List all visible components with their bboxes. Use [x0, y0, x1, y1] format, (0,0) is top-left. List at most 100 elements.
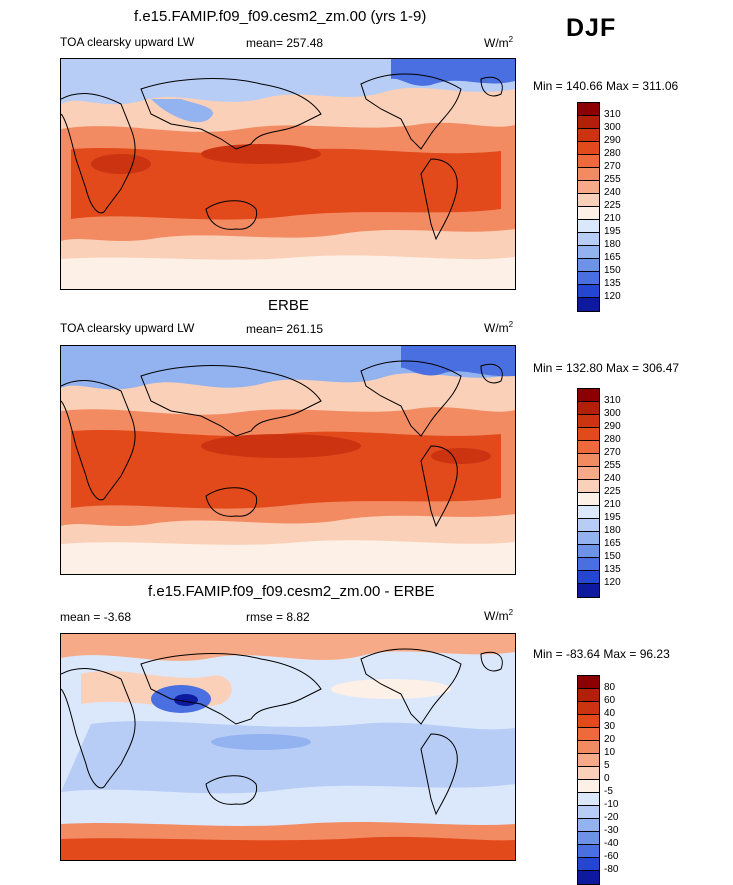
colorbar-tick-label: 150	[604, 265, 621, 276]
colorbar-cell	[578, 207, 599, 220]
colorbar-cell	[578, 103, 599, 116]
colorbar-tick-label: 60	[604, 695, 616, 706]
colorbar: 310 300 290 280 270 255 240 225 210 195 180 165 150 1…	[577, 388, 621, 598]
colorbar-cell	[578, 428, 599, 441]
colorbar-tick-label: 255	[604, 460, 621, 471]
units-label: W/m2	[484, 35, 514, 50]
mean-label: mean= 257.48	[246, 36, 324, 50]
colorbar-cell	[578, 233, 599, 246]
colorbar-cell	[578, 441, 599, 454]
colorbar-cell	[578, 728, 599, 741]
colorbar-tick-label: 195	[604, 512, 621, 523]
colorbar-tick-label: 280	[604, 434, 621, 445]
mean-label: mean = -3.68	[60, 610, 132, 624]
colorbar-cell	[578, 780, 599, 793]
colorbar-tick-label: 270	[604, 161, 621, 172]
colorbar-tick-label: 290	[604, 421, 621, 432]
colorbar-cell	[578, 129, 599, 142]
colorbar-cell	[578, 858, 599, 871]
colorbar-tick-label: 10	[604, 747, 616, 758]
colorbar-cell	[578, 532, 599, 545]
colorbar-tick-label: 120	[604, 291, 621, 302]
colorbar-cell	[578, 558, 599, 571]
colorbar-cell	[578, 155, 599, 168]
colorbar-cell	[578, 415, 599, 428]
colorbar-cell	[578, 519, 599, 532]
colorbar-tick-label: 225	[604, 486, 621, 497]
colorbar-cell	[578, 806, 599, 819]
units-label: W/m2	[484, 608, 514, 623]
mean-label: mean= 261.15	[246, 322, 324, 336]
colorbar-cell	[578, 467, 599, 480]
colorbar-tick-label: 310	[604, 109, 621, 120]
units-label: W/m2	[484, 320, 514, 335]
colorbar-tick-label: 240	[604, 187, 621, 198]
panel-title: f.e15.FAMIP.f09_f09.cesm2_zm.00 - ERBE	[148, 583, 435, 600]
colorbar-tick-label: -10	[604, 799, 619, 810]
colorbar-cell	[578, 819, 599, 832]
colorbar-cell	[578, 116, 599, 129]
colorbar-tick-label: 225	[604, 200, 621, 211]
colorbar-tick-label: 135	[604, 278, 621, 289]
season-label: DJF	[566, 14, 617, 42]
colorbar-tick-label: 40	[604, 708, 616, 719]
colorbar-cell	[578, 259, 599, 272]
panel-title: f.e15.FAMIP.f09_f09.cesm2_zm.00 (yrs 1-9…	[134, 8, 427, 25]
colorbar-cell	[578, 845, 599, 858]
colorbar-cell	[578, 702, 599, 715]
colorbar-cell	[578, 454, 599, 467]
colorbar-cell	[578, 285, 599, 298]
colorbar-tick-label: -20	[604, 812, 619, 823]
panel-title: ERBE	[268, 297, 309, 314]
colorbar-cell	[578, 715, 599, 728]
colorbar-cell	[578, 246, 599, 259]
map-field	[61, 634, 515, 860]
colorbar-tick-label: 80	[604, 682, 616, 693]
colorbar-tick-label: 300	[604, 408, 621, 419]
colorbar-cell	[578, 142, 599, 155]
minmax-label: Min = -83.64 Max = 96.23	[533, 647, 670, 661]
colorbar-cell	[578, 402, 599, 415]
colorbar-tick-label: 120	[604, 577, 621, 588]
map-model-lw	[60, 58, 516, 290]
colorbar-cell	[578, 871, 599, 884]
colorbar-cells	[577, 675, 600, 885]
colorbar-cell	[578, 181, 599, 194]
colorbar-cell	[578, 676, 599, 689]
colorbar-cell	[578, 168, 599, 181]
minmax-label: Min = 140.66 Max = 311.06	[533, 79, 679, 93]
colorbar-tick-label: 290	[604, 135, 621, 146]
colorbar-tick-label: 150	[604, 551, 621, 562]
colorbar-cells	[577, 102, 600, 312]
colorbar-cell	[578, 298, 599, 311]
minmax-label: Min = 132.80 Max = 306.47	[533, 361, 680, 375]
colorbar-cell	[578, 506, 599, 519]
colorbar-tick-label: 270	[604, 447, 621, 458]
colorbar-cells	[577, 388, 600, 598]
colorbar-cell	[578, 480, 599, 493]
colorbar-tick-label: 195	[604, 226, 621, 237]
colorbar-tick-label: 0	[604, 773, 610, 784]
colorbar-tick-label: -5	[604, 786, 613, 797]
colorbar-tick-label: 165	[604, 252, 621, 263]
rmse-label: rmse = 8.82	[246, 610, 310, 624]
colorbar-cell	[578, 584, 599, 597]
colorbar-cell	[578, 220, 599, 233]
colorbar-cell	[578, 689, 599, 702]
colorbar-tick-label: 180	[604, 239, 621, 250]
colorbar-cell	[578, 767, 599, 780]
colorbar-cell	[578, 832, 599, 845]
variable-label: TOA clearsky upward LW	[60, 35, 195, 49]
colorbar-cell	[578, 571, 599, 584]
colorbar-tick-label: 135	[604, 564, 621, 575]
colorbar-tick-label: 255	[604, 174, 621, 185]
colorbar-tick-label: -30	[604, 825, 619, 836]
map-field	[61, 346, 515, 574]
colorbar-tick-label: 30	[604, 721, 616, 732]
map-erbe-lw	[60, 345, 516, 575]
colorbar-cell	[578, 194, 599, 207]
map-difference	[60, 633, 516, 861]
colorbar-cell	[578, 741, 599, 754]
colorbar-tick-label: 300	[604, 122, 621, 133]
colorbar-tick-label: 240	[604, 473, 621, 484]
